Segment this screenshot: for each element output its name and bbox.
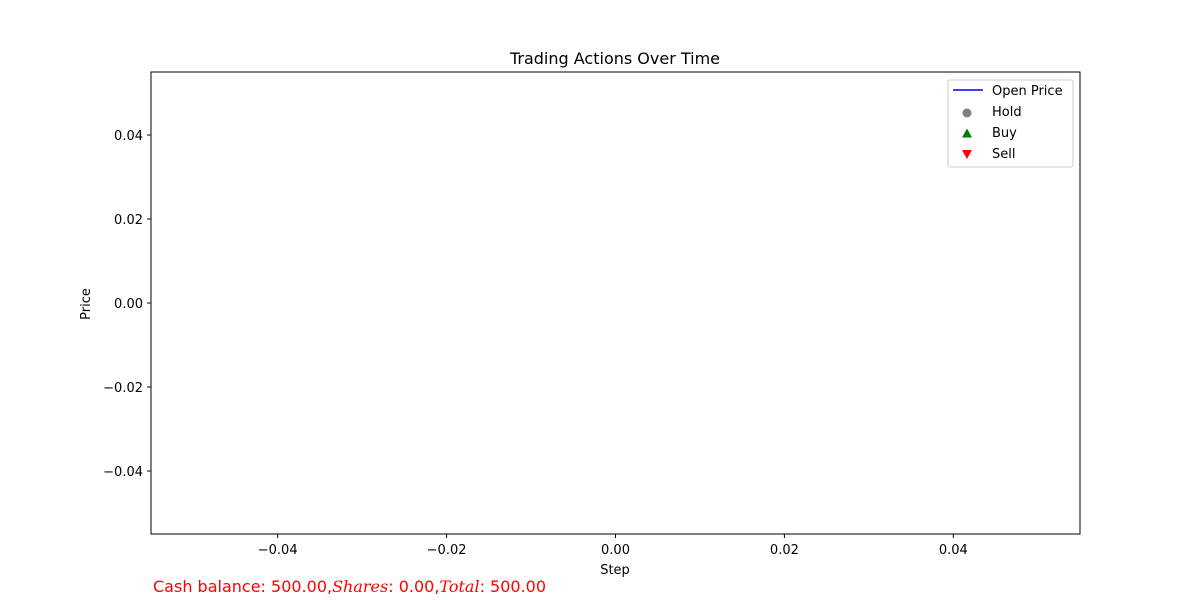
legend: Open Price Hold Buy Sell (947, 79, 1074, 168)
portfolio-summary: Cash balance: 500.00,Shares: 0.00,Total:… (153, 577, 546, 596)
legend-box (947, 79, 1074, 168)
y-tick-label: −0.02 (103, 381, 143, 396)
legend-label-buy: Buy (992, 126, 1017, 141)
y-tick-label: 0.02 (114, 213, 143, 228)
cash-balance-text: Cash balance: 500.00, (153, 577, 333, 596)
total-value: : 500.00 (479, 577, 547, 596)
y-tick-label: 0.04 (114, 129, 143, 144)
legend-label-open-price: Open Price (992, 84, 1063, 99)
sell-triangle-down-icon (962, 150, 972, 159)
y-axis: 0.04 0.02 0.00 −0.02 −0.04 (103, 129, 151, 480)
legend-label-sell: Sell (992, 147, 1015, 162)
x-tick-label: 0.00 (601, 543, 630, 558)
plot-area (150, 71, 1081, 535)
buy-triangle-up-icon (962, 128, 972, 138)
hold-marker-icon (962, 108, 972, 118)
x-tick-label: 0.04 (939, 543, 968, 558)
y-axis-label: Price (79, 288, 94, 320)
legend-label-hold: Hold (992, 105, 1022, 120)
x-axis: −0.04 −0.02 0.00 0.02 0.04 (258, 534, 968, 558)
x-tick-label: −0.04 (258, 543, 298, 558)
y-tick-label: −0.04 (103, 465, 143, 480)
chart-title: Trading Actions Over Time (509, 49, 720, 68)
shares-value: : 0.00, (388, 577, 440, 596)
shares-label: Shares (332, 577, 389, 596)
x-tick-label: −0.02 (427, 543, 467, 558)
x-tick-label: 0.02 (770, 543, 799, 558)
total-label: Total (439, 577, 480, 596)
y-tick-label: 0.00 (114, 297, 143, 312)
x-axis-label: Step (600, 563, 630, 578)
